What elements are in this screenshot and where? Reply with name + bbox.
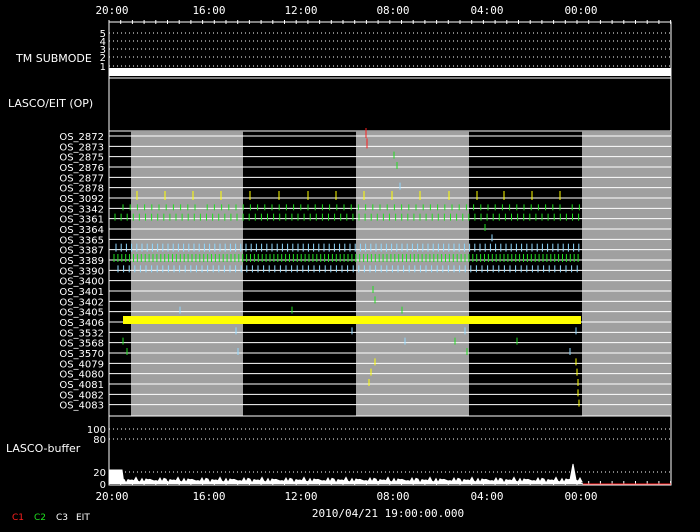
os-row-label: OS_3400 xyxy=(59,277,104,288)
bottom-tick-label: 00:00 xyxy=(564,490,597,503)
os-row-label: OS_4080 xyxy=(59,370,104,381)
os-row-label: OS_3568 xyxy=(59,339,104,350)
os-row-label: OS_4082 xyxy=(59,390,104,401)
os-row-label: OS_3364 xyxy=(59,225,104,236)
top-tick-label: 04:00 xyxy=(470,4,503,17)
os-row-label: OS_3389 xyxy=(59,256,104,267)
top-time-axis: 20:00 16:00 12:00 08:00 04:00 00:00 xyxy=(95,4,672,24)
submode-level-label: 3 xyxy=(100,45,106,56)
legend-eit: EIT xyxy=(76,513,90,523)
eit-title: LASCO/EIT (OP) xyxy=(8,97,93,110)
legend: C1 C2 C3 EIT xyxy=(12,513,90,523)
submode-level-label: 5 xyxy=(100,29,106,40)
legend-c1: C1 xyxy=(12,513,24,523)
timestamp-label: 2010/04/21 19:00:00.000 xyxy=(312,507,464,520)
os-row-label: OS_3570 xyxy=(59,349,104,360)
bottom-tick-label: 08:00 xyxy=(376,490,409,503)
os-row-label: OS_3401 xyxy=(59,287,104,298)
top-tick-label: 08:00 xyxy=(376,4,409,17)
os-row-label: OS_2877 xyxy=(59,173,104,184)
os-row-label: OS_3361 xyxy=(59,215,104,226)
buffer-tick-label: 100 xyxy=(87,425,106,436)
os-row-label: OS_3406 xyxy=(59,318,104,329)
activity-marks xyxy=(113,128,581,407)
eit-frame xyxy=(108,77,672,132)
bottom-tick-label: 04:00 xyxy=(470,490,503,503)
os-row-label: OS_3342 xyxy=(59,204,104,215)
submode-title: TM SUBMODE xyxy=(15,52,92,65)
top-tick-label: 00:00 xyxy=(564,4,597,17)
legend-c2: C2 xyxy=(34,513,46,523)
os-row-label: OS_4083 xyxy=(59,401,104,412)
os-row-label: OS_4079 xyxy=(59,359,104,370)
lasco-eit-panel: LASCO/EIT (OP) xyxy=(8,77,672,132)
os-row-label: OS_4081 xyxy=(59,380,104,391)
os-row-label: OS_2872 xyxy=(59,132,104,143)
submode-level-label: 2 xyxy=(100,53,106,64)
bottom-tick-label: 16:00 xyxy=(192,490,225,503)
os-row-label: OS_2873 xyxy=(59,142,104,153)
os-row-label: OS_3387 xyxy=(59,246,104,257)
submode-level-label: 4 xyxy=(100,37,106,48)
os-row-label: OS_2875 xyxy=(59,153,104,164)
bottom-tick-label: 12:00 xyxy=(284,490,317,503)
buffer-tick-label: 20 xyxy=(93,468,106,479)
os-row-label: OS_3365 xyxy=(59,235,104,246)
submode-level-label: 1 xyxy=(100,62,106,73)
shaded-band xyxy=(131,131,243,416)
top-tick-label: 16:00 xyxy=(192,4,225,17)
buffer-tick-label: 0 xyxy=(100,480,106,491)
top-tick-label: 20:00 xyxy=(95,4,128,17)
os-row-label: OS_2878 xyxy=(59,184,104,195)
submode-active-bar xyxy=(109,68,671,76)
os-grid-panel: OS_2872OS_2873OS_2875OS_2876OS_2877OS_28… xyxy=(59,128,672,417)
top-tick-label: 12:00 xyxy=(284,4,317,17)
activity-dense-bar xyxy=(123,316,581,324)
os-row-label: OS_3092 xyxy=(59,194,104,205)
buffer-title: LASCO-buffer xyxy=(6,442,81,455)
os-row-label: OS_3402 xyxy=(59,297,104,308)
buffer-trace xyxy=(108,463,584,485)
os-row-label: OS_3532 xyxy=(59,328,104,339)
os-row-label: OS_3390 xyxy=(59,266,104,277)
shaded-band xyxy=(582,131,671,416)
shaded-band xyxy=(356,131,469,416)
buffer-tick-label: 80 xyxy=(93,435,106,446)
buffer-frame xyxy=(108,415,672,486)
bottom-tick-label: 20:00 xyxy=(95,490,128,503)
os-row-label: OS_3405 xyxy=(59,308,104,319)
legend-c3: C3 xyxy=(56,513,68,523)
os-row-label: OS_2876 xyxy=(59,163,104,174)
